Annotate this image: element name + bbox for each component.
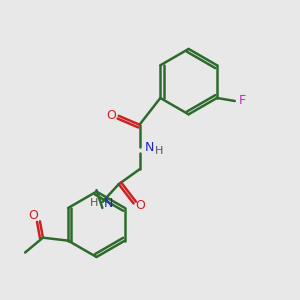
Text: O: O <box>28 209 38 222</box>
Text: H: H <box>155 146 163 156</box>
Text: O: O <box>135 200 145 212</box>
Text: O: O <box>106 109 116 122</box>
Text: N: N <box>104 197 113 210</box>
Text: H: H <box>89 199 98 208</box>
Text: F: F <box>239 94 246 107</box>
Text: N: N <box>144 140 154 154</box>
